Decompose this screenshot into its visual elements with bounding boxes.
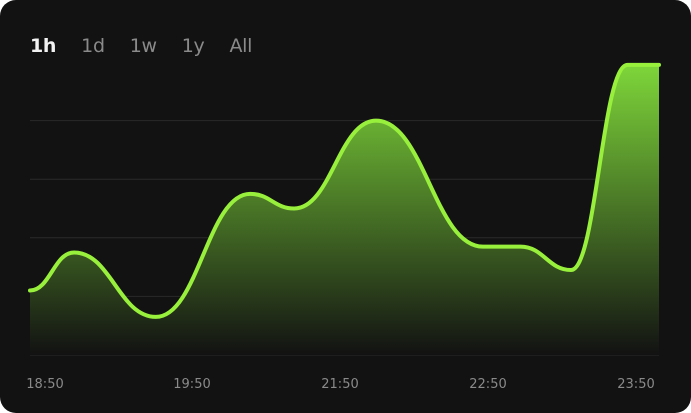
tab-1w[interactable]: 1w [129,35,157,57]
area-fill [30,64,659,355]
x-tick-label: 19:50 [173,377,210,392]
tab-all[interactable]: All [229,35,253,57]
tab-1d[interactable]: 1d [81,35,105,57]
x-tick-label: 21:50 [321,377,358,392]
x-axis-labels: 18:50 19:50 21:50 22:50 23:50 [26,377,654,392]
time-range-tabs: 1h 1d 1w 1y All [30,34,277,58]
series-line [28,62,661,319]
x-tick-label: 22:50 [469,377,506,392]
tab-1y[interactable]: 1y [181,35,205,57]
tab-1h[interactable]: 1h [30,35,57,57]
x-tick-label: 23:50 [617,377,654,392]
x-tick-label: 18:50 [26,377,63,392]
